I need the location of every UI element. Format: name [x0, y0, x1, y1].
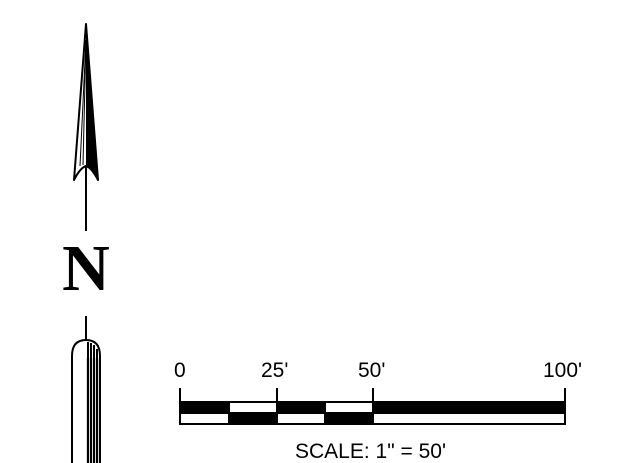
- scale-segment-lower-4: [325, 413, 373, 424]
- scale-segment-lower-3: [277, 413, 325, 424]
- scale-segment-lower-1: [180, 413, 229, 424]
- scale-segment-upper-5: [373, 402, 565, 413]
- scale-label-25: 25': [261, 360, 288, 381]
- scale-caption: SCALE: 1" = 50': [295, 441, 446, 462]
- scale-label-50: 50': [358, 360, 385, 381]
- scale-segment-upper-2: [229, 402, 277, 413]
- scale-label-0: 0: [174, 360, 186, 381]
- scale-segment-upper-3: [277, 402, 325, 413]
- scale-segment-upper-4: [325, 402, 373, 413]
- scale-segment-lower-5: [373, 413, 565, 424]
- scale-segment-upper-1: [180, 402, 229, 413]
- scale-label-100: 100': [543, 360, 582, 381]
- scale-segment-lower-2: [229, 413, 277, 424]
